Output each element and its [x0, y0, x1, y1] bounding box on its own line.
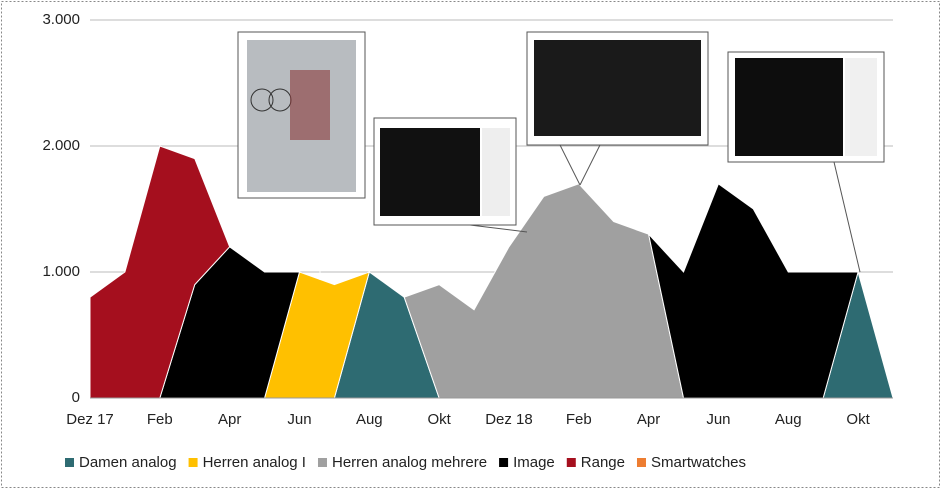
- callouts: [237, 31, 885, 280]
- x-tick-label: Feb: [147, 411, 173, 428]
- callout-pointer: [833, 161, 861, 273]
- x-tick-label: Apr: [218, 411, 241, 428]
- photo-detail: [290, 70, 330, 140]
- legend-label: Herren analog I: [203, 454, 306, 471]
- legend: Damen analog Herren analog I Herren analog…: [65, 454, 746, 471]
- photo-detail: [250, 88, 274, 112]
- y-tick-label: 3.000: [42, 11, 80, 28]
- x-tick-label: Apr: [637, 411, 660, 428]
- y-tick-label: 1.000: [42, 263, 80, 280]
- legend-swatch: [636, 458, 646, 467]
- legend-swatch: [499, 458, 509, 467]
- callout-pointer: [559, 144, 581, 186]
- plot-area: 0 1.000 2.000 3.000 Dez 17 Feb Apr Jun Aug Okt Dez…: [42, 11, 894, 428]
- legend-label: Range: [581, 454, 625, 471]
- photo: [482, 128, 510, 216]
- photo: [380, 128, 480, 216]
- y-tick-label: 2.000: [42, 137, 80, 154]
- photo: [534, 40, 701, 136]
- legend-label: Smartwatches: [651, 454, 746, 471]
- x-tick-label: Dez 18: [485, 411, 533, 428]
- callout-pointer: [469, 224, 528, 233]
- callout-pointer: [579, 144, 601, 186]
- x-tick-label: Aug: [775, 411, 802, 428]
- legend-swatch: [65, 458, 74, 467]
- legend-swatch: [188, 458, 198, 467]
- y-tick-label: 0: [72, 389, 80, 406]
- x-tick-label: Feb: [566, 411, 592, 428]
- legend-swatch: [566, 458, 576, 467]
- x-tick-label: Okt: [846, 411, 870, 428]
- legend-swatch: [317, 458, 327, 467]
- x-tick-label: Aug: [356, 411, 383, 428]
- x-tick-label: Okt: [427, 411, 451, 428]
- legend-label: Damen analog: [79, 454, 177, 471]
- x-tick-label: Jun: [287, 411, 311, 428]
- x-tick-label: Jun: [706, 411, 730, 428]
- x-tick-label: Dez 17: [66, 411, 114, 428]
- photo: [845, 58, 877, 156]
- legend-label: Herren analog mehrere: [332, 454, 487, 471]
- photo: [735, 58, 843, 156]
- legend-label: Image: [513, 454, 555, 471]
